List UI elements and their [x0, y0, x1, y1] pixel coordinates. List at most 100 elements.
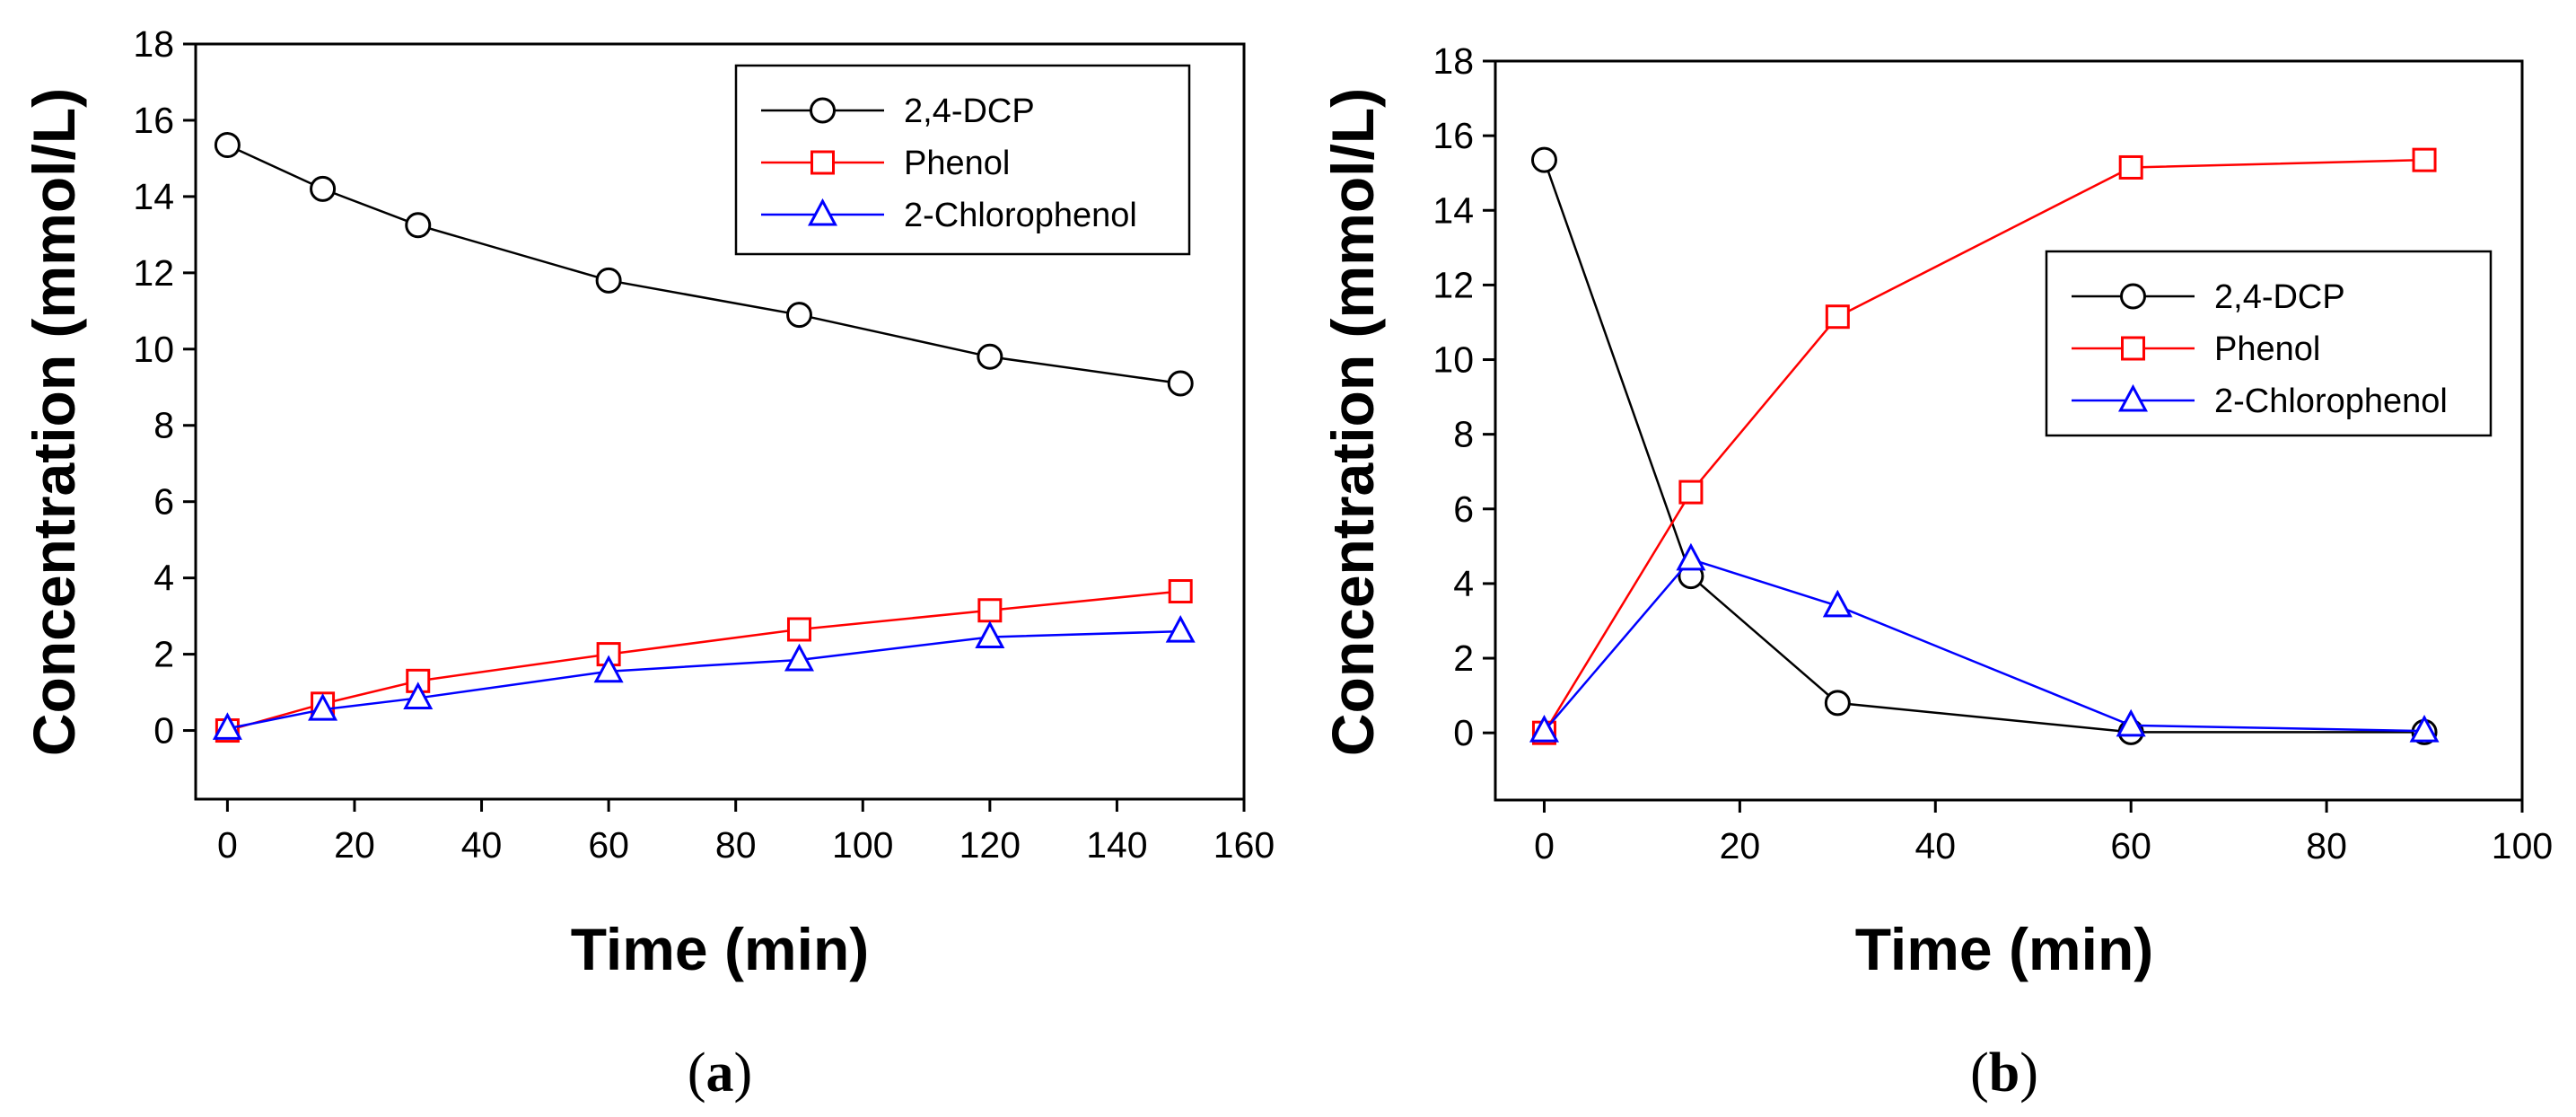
panel-label-close: )	[734, 1042, 753, 1104]
y-tick-label: 8	[1453, 414, 1474, 455]
y-tick-label: 16	[1433, 115, 1474, 156]
legend-entries: 2,4-DCP Phenol 2-Chlorophenol	[761, 92, 1137, 234]
panel-label-letter: b	[1989, 1042, 2020, 1104]
x-tick-label: 20	[334, 824, 375, 866]
y-tick-label: 6	[1453, 488, 1474, 530]
y-tick-label: 2	[153, 634, 174, 675]
panel-label: (b)	[1970, 1042, 2038, 1104]
legend-label: 2,4-DCP	[2214, 278, 2345, 316]
data-point-square	[786, 617, 811, 642]
panel-label-letter: a	[706, 1042, 734, 1104]
data-point-circle	[1530, 146, 1557, 173]
x-axis-ticks: 0 20 40 60 80 100	[1534, 800, 2553, 866]
y-tick-label: 4	[1453, 563, 1474, 604]
y-tick-label: 10	[133, 329, 174, 370]
y-tick-label: 0	[1453, 712, 1474, 753]
legend-label: Phenol	[2214, 330, 2320, 368]
data-point-triangle	[403, 682, 434, 709]
legend-label: Phenol	[904, 145, 1010, 182]
data-point-triangle	[784, 643, 814, 672]
y-tick-label: 12	[1433, 264, 1474, 305]
y-axis-title: Concentration (mmol/L)	[1319, 88, 1386, 756]
series-line	[227, 629, 1181, 730]
panel-label: (a)	[688, 1042, 752, 1104]
y-tick-label: 8	[153, 405, 174, 446]
x-tick-label: 40	[1914, 825, 1956, 866]
y-axis-ticks: 0 2 4 6 8 10 12 14 16 18	[133, 23, 196, 752]
y-axis-ticks: 0 2 4 6 8 10 12 14 16 18	[1433, 40, 1495, 753]
x-tick-label: 60	[2110, 825, 2151, 866]
y-tick-label: 16	[133, 100, 174, 141]
data-point-circle	[1167, 370, 1194, 397]
data-point-circle	[785, 302, 812, 329]
legend-box	[2045, 250, 2493, 437]
x-tick-label: 120	[959, 824, 1021, 866]
legend-marker-square	[2121, 336, 2145, 361]
y-tick-label: 6	[153, 481, 174, 523]
data-point-square	[1168, 579, 1193, 604]
y-tick-label: 18	[133, 23, 174, 65]
legend: 2,4-DCP Phenol 2-Chlorophenol	[2045, 250, 2493, 437]
x-tick-label: 140	[1086, 824, 1147, 866]
x-tick-label: 100	[2492, 825, 2553, 866]
x-tick-label: 80	[715, 824, 757, 866]
data-point-triangle	[1822, 589, 1853, 618]
y-axis-title: Concentration (mmol/L)	[21, 88, 87, 756]
data-point-triangle	[1529, 714, 1559, 743]
series-line	[227, 590, 1181, 732]
panel-label-open: (	[688, 1042, 706, 1104]
data-point-triangle	[212, 712, 242, 740]
x-tick-label: 80	[2306, 825, 2347, 866]
panel-label-open: (	[1970, 1042, 1989, 1104]
legend-entries: 2,4-DCP Phenol 2-Chlorophenol	[2072, 278, 2448, 420]
data-point-triangle	[308, 693, 338, 721]
legend-marker-triangle	[807, 198, 838, 226]
x-tick-label: 0	[217, 824, 238, 866]
data-point-triangle	[1676, 542, 1706, 571]
series-line	[1543, 158, 2425, 734]
legend-label: 2-Chlorophenol	[904, 197, 1137, 234]
data-point-square	[2412, 147, 2437, 172]
x-tick-label: 40	[461, 824, 503, 866]
data-point-square	[977, 598, 1003, 623]
data-point-circle	[214, 132, 241, 159]
x-tick-label: 20	[1720, 825, 1761, 866]
series-layer	[1529, 146, 2440, 745]
legend: 2,4-DCP Phenol 2-Chlorophenol	[734, 64, 1191, 256]
x-axis-title: Time (min)	[571, 916, 869, 982]
series-layer	[212, 132, 1196, 743]
data-point-circle	[977, 343, 1003, 370]
data-point-circle	[595, 267, 622, 294]
plot-frame	[194, 42, 1246, 801]
series-line	[1543, 159, 2425, 734]
panel-label-close: )	[2020, 1042, 2038, 1104]
data-point-square	[1825, 304, 1850, 330]
x-tick-label: 0	[1534, 825, 1555, 866]
y-tick-label: 12	[133, 252, 174, 294]
data-point-triangle	[975, 620, 1005, 648]
legend-marker-triangle	[2117, 383, 2149, 412]
x-tick-label: 60	[588, 824, 629, 866]
data-point-circle	[1824, 690, 1851, 717]
x-tick-label: 160	[1214, 824, 1275, 866]
x-axis-ticks: 0 20 40 60 80 100 120 140 160	[217, 799, 1275, 866]
x-axis-title: Time (min)	[1855, 916, 2153, 982]
legend-marker-circle	[2120, 283, 2146, 310]
legend-label: 2,4-DCP	[904, 92, 1035, 130]
y-tick-label: 10	[1433, 339, 1474, 381]
legend-marker-circle	[810, 97, 836, 124]
y-tick-label: 2	[1453, 638, 1474, 679]
data-point-triangle	[2409, 714, 2440, 743]
data-point-triangle	[593, 655, 624, 683]
legend-marker-square	[810, 150, 835, 175]
plot-frame	[1494, 59, 2524, 802]
y-tick-label: 18	[1433, 40, 1474, 82]
y-tick-label: 14	[1433, 189, 1474, 231]
x-tick-label: 100	[832, 824, 893, 866]
data-point-triangle	[1165, 614, 1196, 643]
legend-label: 2-Chlorophenol	[2214, 383, 2448, 420]
y-tick-label: 4	[153, 558, 174, 599]
series-line	[1543, 558, 2425, 733]
